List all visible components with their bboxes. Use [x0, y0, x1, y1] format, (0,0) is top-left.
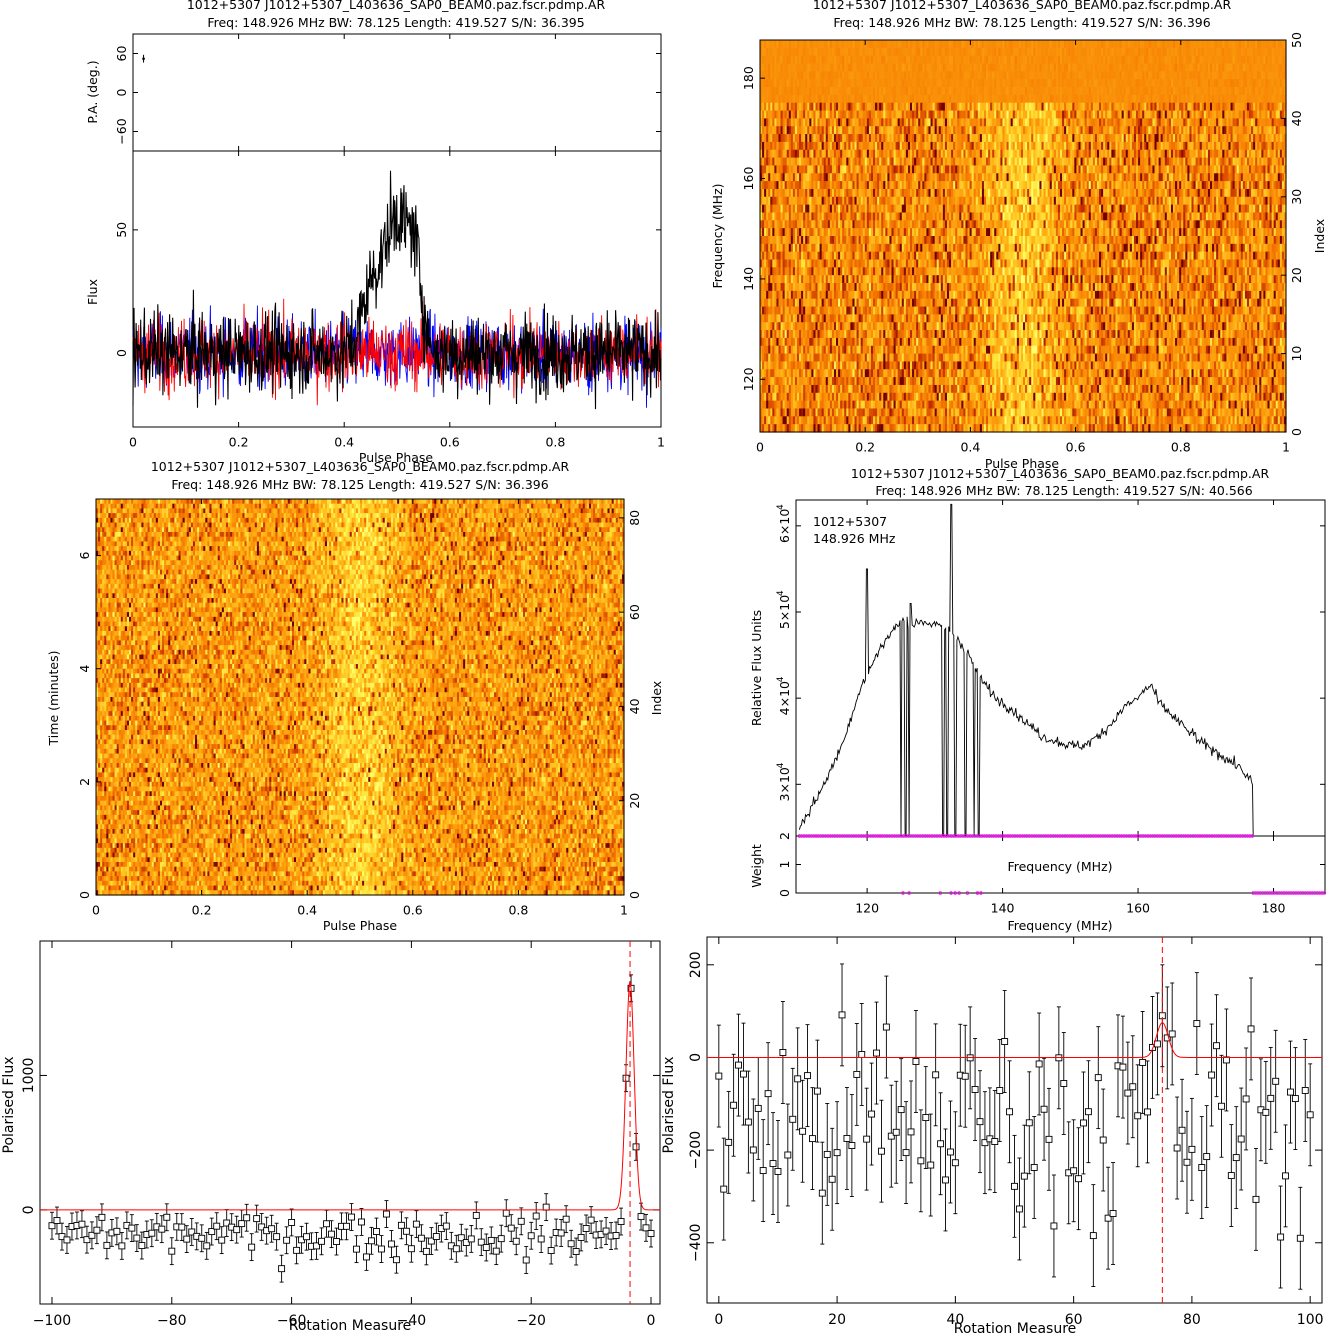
p3-title: 1012+5307 J1012+5307_L403636_SAP0_BEAM0.… — [151, 459, 570, 474]
p6-xlabel: Rotation Measure — [954, 1321, 1077, 1335]
x-tick-label: 0.2 — [229, 435, 249, 450]
p2-y2label: Index — [1312, 219, 1326, 253]
profile-axes: 0 0.2 0.4 0.6 0.8 1 0 50 — [114, 151, 665, 450]
pa-frame — [133, 34, 661, 151]
p2-ylabel: Frequency (MHz) — [710, 183, 725, 288]
p4-ylabel: Relative Flux Units — [749, 610, 764, 726]
p4-subtitle: Freq: 148.926 MHz BW: 78.125 Length: 419… — [875, 483, 1252, 498]
p1-pa-ylabel: P.A. (deg.) — [85, 60, 100, 123]
p2-title: 1012+5307 J1012+5307_L403636_SAP0_BEAM0.… — [813, 0, 1232, 12]
x-tick-label: 1 — [657, 435, 665, 450]
p3-xlabel: Pulse Phase — [323, 918, 398, 933]
y-tick-label: 60 — [114, 46, 129, 62]
freq-heatmap-cells — [760, 40, 1287, 433]
p3-ylabel: Time (minutes) — [46, 651, 61, 747]
p5-xlabel: Rotation Measure — [289, 1318, 412, 1334]
profile-series — [133, 171, 661, 409]
y-tick-label: −60 — [114, 118, 129, 144]
p1-flux-ylabel: Flux — [85, 279, 100, 305]
p2-subtitle: Freq: 148.926 MHz BW: 78.125 Length: 419… — [833, 15, 1210, 30]
y-tick-label: 0 — [114, 88, 129, 96]
pa-point — [142, 57, 145, 60]
p4-xlabel: Frequency (MHz) — [1007, 918, 1112, 933]
p4-inner-xlabel: Frequency (MHz) — [1007, 859, 1112, 874]
y-tick-label: 0 — [114, 349, 129, 357]
x-tick-label: 0.6 — [440, 435, 460, 450]
p1-subtitle: Freq: 148.926 MHz BW: 78.125 Length: 419… — [207, 15, 584, 30]
y-tick-label: 50 — [114, 222, 129, 238]
pa-axes: −60 0 60 — [114, 34, 661, 151]
x-tick-label: 0.4 — [334, 435, 354, 450]
p1-title: 1012+5307 J1012+5307_L403636_SAP0_BEAM0.… — [187, 0, 606, 12]
p5-ylabel: Polarised Flux — [1, 1057, 17, 1154]
x-tick-label: 0 — [129, 435, 137, 450]
p4-weight-label: Weight — [749, 844, 764, 888]
p3-subtitle: Freq: 148.926 MHz BW: 78.125 Length: 419… — [171, 477, 548, 492]
x-tick-label: 0.8 — [545, 435, 565, 450]
p4-legend-freq: 148.926 MHz — [813, 531, 896, 546]
p6-ylabel: Polarised Flux — [661, 1057, 677, 1154]
p4-title: 1012+5307 J1012+5307_L403636_SAP0_BEAM0.… — [851, 466, 1270, 481]
p3-y2label: Index — [649, 681, 664, 715]
p4-legend-source: 1012+5307 — [813, 514, 887, 529]
